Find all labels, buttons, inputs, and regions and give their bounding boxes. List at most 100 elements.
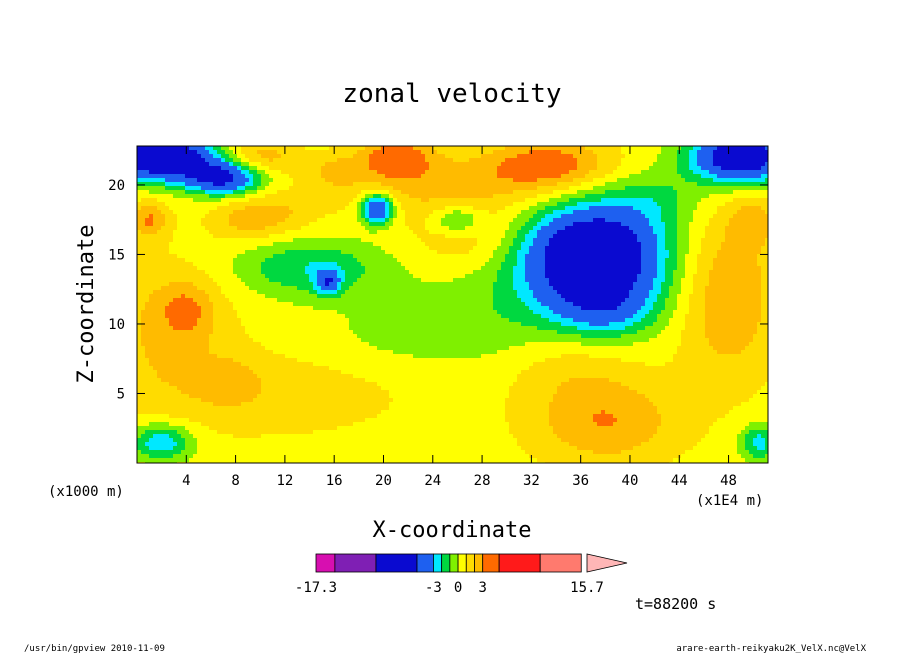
field-cell [233,166,238,171]
field-cell [245,170,250,175]
field-cell [249,170,254,175]
field-cell [561,258,566,263]
field-cell [425,214,430,219]
field-cell [397,234,402,239]
field-cell [393,210,398,215]
field-cell [185,182,190,187]
field-cell [725,182,730,187]
field-cell [281,214,286,219]
field-cell [185,226,190,231]
field-cell [137,150,142,155]
field-cell [141,158,146,163]
field-cell [221,186,226,191]
field-cell [393,202,398,207]
field-cell [465,178,470,183]
field-cell [141,238,146,243]
field-cell [181,246,186,251]
field-cell [417,246,422,251]
field-cell [649,150,654,155]
field-cell [233,178,238,183]
field-cell [173,242,178,247]
field-cell [757,242,762,247]
field-cell [469,218,474,223]
field-cell [249,150,254,155]
field-cell [337,234,342,239]
field-cell [725,210,730,215]
field-cell [653,258,658,263]
field-cell [537,166,542,171]
field-cell [601,262,606,267]
field-cell [469,146,474,151]
field-cell [669,190,674,195]
field-cell [221,262,226,267]
field-cell [549,250,554,255]
field-cell [361,170,366,175]
field-cell [261,222,266,227]
field-cell [329,246,334,251]
field-cell [409,210,414,215]
field-cell [533,174,538,179]
field-cell [601,170,606,175]
field-cell [489,250,494,255]
field-cell [625,162,630,167]
field-cell [661,222,666,227]
field-cell [297,198,302,203]
field-cell [325,174,330,179]
field-cell [413,182,418,187]
field-cell [153,178,158,183]
field-cell [201,242,206,247]
field-cell [577,158,582,163]
field-cell [509,174,514,179]
field-cell [553,198,558,203]
field-cell [737,206,742,211]
field-cell [149,242,154,247]
field-cell [333,170,338,175]
field-cell [577,226,582,231]
field-cell [761,230,766,235]
field-cell [585,206,590,211]
field-cell [721,162,726,167]
field-cell [561,246,566,251]
field-cell [625,202,630,207]
field-cell [497,238,502,243]
field-cell [437,218,442,223]
field-cell [141,206,146,211]
field-cell [493,246,498,251]
field-cell [397,214,402,219]
field-cell [613,150,618,155]
field-cell [381,194,386,199]
field-cell [157,146,162,151]
field-cell [233,258,238,263]
field-cell [357,214,362,219]
field-cell [505,170,510,175]
field-cell [557,222,562,227]
field-cell [161,190,166,195]
field-cell [489,270,494,275]
field-cell [229,266,234,271]
field-cell [573,162,578,167]
field-cell [601,210,606,215]
field-cell [349,170,354,175]
field-cell [645,198,650,203]
field-cell [333,162,338,167]
field-cell [277,270,282,275]
field-cell [417,154,422,159]
field-cell [557,194,562,199]
field-cell [257,206,262,211]
field-cell [729,262,734,267]
field-cell [685,198,690,203]
field-cell [557,254,562,259]
field-cell [377,206,382,211]
field-cell [261,190,266,195]
field-cell [173,214,178,219]
field-cell [197,182,202,187]
field-cell [461,178,466,183]
field-cell [545,154,550,159]
field-cell [737,214,742,219]
field-cell [513,230,518,235]
field-cell [193,246,198,251]
field-cell [665,166,670,171]
field-cell [281,238,286,243]
field-cell [321,250,326,255]
field-cell [753,246,758,251]
